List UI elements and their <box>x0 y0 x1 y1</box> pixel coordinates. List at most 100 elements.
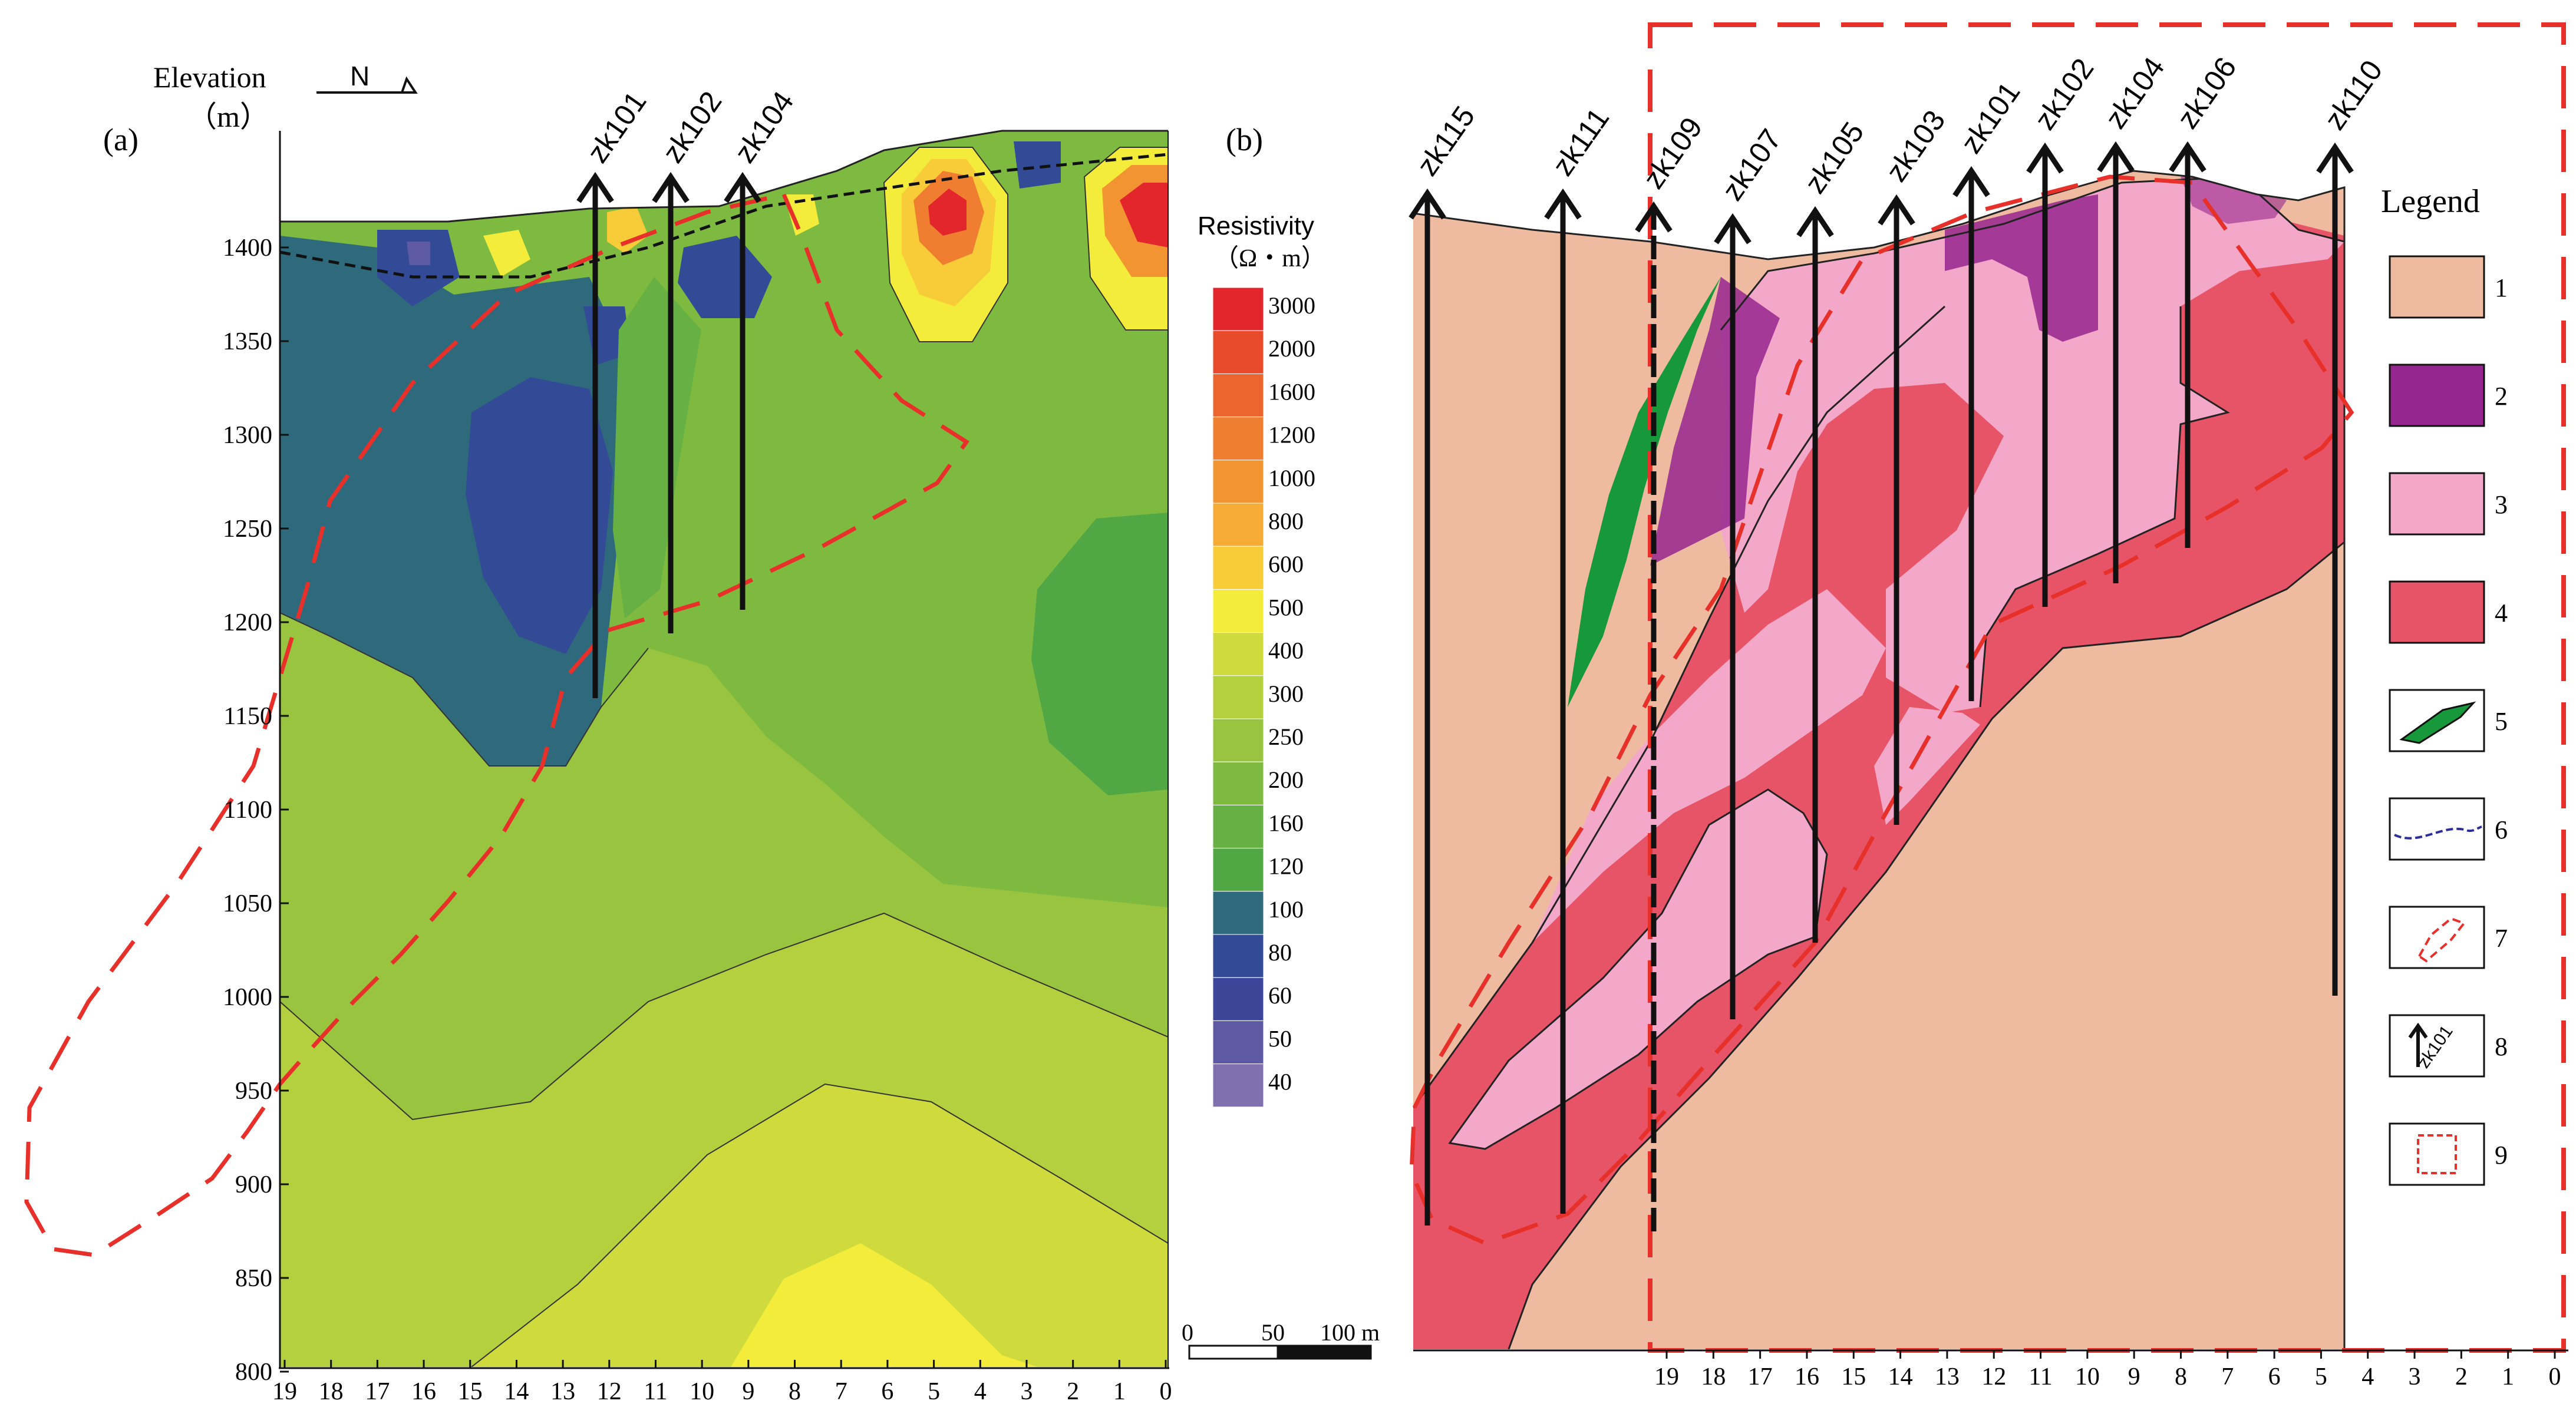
black-dashed-line <box>279 153 1169 279</box>
x-tick-label-b: 1 <box>2502 1363 2514 1390</box>
y-tick-label-a: 1300 <box>223 422 272 449</box>
x-tick-label-a: 12 <box>597 1378 622 1405</box>
colorbar-swatch-600 <box>1212 546 1264 590</box>
colorbar-label: 400 <box>1268 638 1304 664</box>
x-tick-label-b: 3 <box>2409 1363 2421 1390</box>
legend-item-9: 9 <box>2389 1122 2508 1186</box>
legend-number: 9 <box>2495 1141 2508 1170</box>
elevation-label: Elevation <box>153 61 266 94</box>
legend-item-4: 4 <box>2389 580 2508 644</box>
x-tick-label-a: 5 <box>928 1378 940 1405</box>
colorbar-label: 250 <box>1268 724 1304 750</box>
x-tick-label-a: 17 <box>365 1378 390 1405</box>
x-tick-label-b: 8 <box>2175 1363 2187 1390</box>
borehole-label-a: zk104 <box>728 85 800 169</box>
borehole-label-a: zk102 <box>656 85 728 169</box>
legend-items: 1 2 3 4 5 6 7 zk101 8 9 <box>2389 255 2508 1186</box>
colorbar-swatch-1000 <box>1212 460 1264 504</box>
x-tick-label-b: 2 <box>2455 1363 2468 1390</box>
y-tick-label-a: 1150 <box>224 703 272 730</box>
legend-number: 2 <box>2495 382 2508 411</box>
colorbar-swatch-500 <box>1212 589 1264 633</box>
blue-dashed-line-icon <box>2394 825 2482 840</box>
unit-2-area-right <box>1945 194 2098 342</box>
green-body-icon <box>2399 701 2476 744</box>
x-tick-label-a: 2 <box>1067 1378 1079 1405</box>
borehole-label-b: zk107 <box>1716 123 1787 206</box>
colorbar-label: 1600 <box>1268 378 1315 405</box>
colorbar-swatch-50 <box>1212 1020 1264 1065</box>
x-tick-label-a: 18 <box>319 1378 344 1405</box>
y-ticks-a: 1400 1350 1300 1250 1200 1150 1100 1050 1000 950 9… <box>223 234 289 1386</box>
borehole-label-b: zk103 <box>1879 104 1951 187</box>
colorbar-label: 1000 <box>1268 465 1315 491</box>
x-tick-label-b: 14 <box>1888 1363 1913 1390</box>
colorbar-swatch-1200 <box>1212 417 1264 461</box>
colorbar-label: 3000 <box>1268 292 1315 319</box>
legend-item-2: 2 <box>2389 364 2508 427</box>
y-tick-label-a: 800 <box>235 1359 272 1386</box>
legend-number: 7 <box>2495 924 2508 953</box>
y-tick-label-a: 1100 <box>224 797 272 824</box>
borehole-label-b: zk115 <box>1410 100 1481 181</box>
colorbar: (b) Resistivity （Ω・m） 3000 2000 1600 1200 10… <box>1198 122 1326 1108</box>
legend-number: 5 <box>2495 707 2508 736</box>
y-tick-label-a: 950 <box>235 1078 272 1105</box>
colorbar-swatch-60 <box>1212 977 1264 1021</box>
x-tick-label-b: 7 <box>2221 1363 2234 1390</box>
colorbar-label: 60 <box>1268 982 1292 1009</box>
colorbar-label: 80 <box>1268 939 1292 966</box>
x-tick-label-a: 1 <box>1113 1378 1126 1405</box>
y-tick-label-a: 1050 <box>223 890 272 917</box>
x-tick-label-a: 0 <box>1160 1378 1172 1405</box>
borehole-label-a: zk101 <box>580 85 652 169</box>
x-tick-label-b: 5 <box>2315 1363 2327 1390</box>
borehole-label-b: zk106 <box>2171 51 2242 134</box>
legend-item-1: 1 <box>2389 255 2508 319</box>
north-arrow: N <box>316 61 418 94</box>
y-tick-label-a: 1250 <box>223 516 272 543</box>
x-tick-label-b: 10 <box>2075 1363 2100 1390</box>
scale-label-50: 50 <box>1261 1319 1285 1346</box>
borehole-label-b: zk109 <box>1637 111 1708 194</box>
x-tick-label-a: 14 <box>504 1378 529 1405</box>
red-dashed-outline-b <box>1409 174 2354 1246</box>
colorbar-swatch-160 <box>1212 804 1264 849</box>
x-tick-label-b: 17 <box>1748 1363 1773 1390</box>
x-tick-label-a: 7 <box>835 1378 847 1405</box>
panel-b-label: (b) <box>1226 122 1263 157</box>
y-tick-label-a: 850 <box>235 1265 272 1292</box>
x-tick-label-b: 12 <box>1981 1363 2006 1390</box>
borehole-label-b: zk104 <box>2099 51 2171 134</box>
x-tick-label-b: 4 <box>2361 1363 2374 1390</box>
borehole-label-b: zk105 <box>1798 116 1870 199</box>
legend-number: 4 <box>2495 599 2508 627</box>
x-tick-label-b: 18 <box>1701 1363 1726 1390</box>
unit-2-area-left <box>1650 277 1780 566</box>
colorbar-unit: （Ω・m） <box>1214 245 1326 272</box>
x-tick-label-a: 6 <box>881 1378 893 1405</box>
colorbar-swatches: 3000 2000 1600 1200 1000 800 600 500 400 300 250 20… <box>1212 287 1315 1108</box>
x-ticks-b: 19 18 17 16 15 14 13 12 11 10 9 8 7 6 5 4 3 2 1 0 <box>1654 1350 2561 1390</box>
x-tick-label-a: 13 <box>550 1378 575 1405</box>
x-tick-label-b: 11 <box>2029 1363 2052 1390</box>
colorbar-label: 160 <box>1268 810 1304 836</box>
colorbar-swatch-400 <box>1212 632 1264 676</box>
colorbar-label: 120 <box>1268 853 1304 880</box>
red-dashed-outline-a <box>24 191 969 1257</box>
colorbar-swatch-120 <box>1212 848 1264 892</box>
x-tick-label-b: 19 <box>1654 1363 1679 1390</box>
scale-bar: 0 50 100 m <box>1182 1319 1380 1360</box>
x-tick-label-a: 3 <box>1020 1378 1033 1405</box>
legend-item-8: zk101 8 <box>2389 1014 2508 1078</box>
colorbar-swatch-200 <box>1212 761 1264 805</box>
colorbar-swatch-80 <box>1212 934 1264 978</box>
unit-3-area-upper <box>1721 177 2344 713</box>
green-body-area <box>1568 277 1721 707</box>
colorbar-label: 800 <box>1268 508 1304 534</box>
borehole-label-b: zk101 <box>1954 76 2026 159</box>
high-resistivity-anomaly <box>483 147 1168 342</box>
legend-item-5: 5 <box>2389 689 2508 752</box>
x-tick-label-b: 0 <box>2549 1363 2561 1390</box>
x-ticks-a: 19 18 17 16 15 14 13 12 11 10 9 8 7 6 5 4 3 2 1 0 <box>272 1360 1172 1405</box>
